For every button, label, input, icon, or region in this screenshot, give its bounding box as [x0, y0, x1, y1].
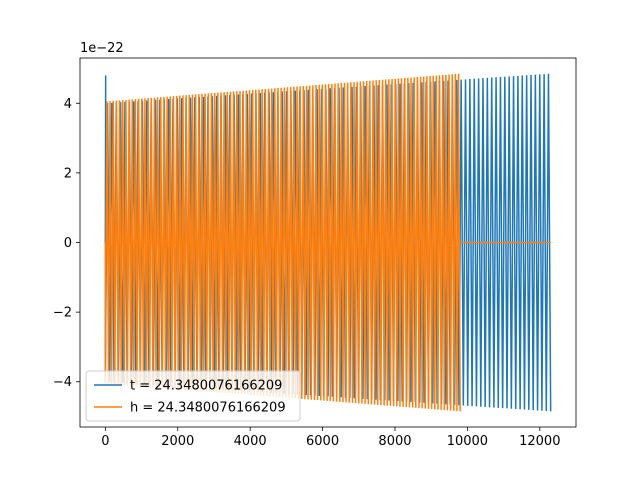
- plot-area: [104, 73, 552, 412]
- x-tick-label: 8000: [378, 434, 411, 449]
- y-tick-label: −2: [53, 306, 72, 321]
- y-tick-label: 2: [64, 166, 72, 181]
- series-group: [104, 73, 552, 412]
- x-tick-label: 10000: [447, 434, 488, 449]
- axes: 0 2000 4000 6000 8000 10000 12000 −4 −2 0 2 4: [53, 57, 577, 449]
- series-line-2: [104, 73, 461, 412]
- x-tick-label: 12000: [519, 434, 560, 449]
- legend-box: [85, 370, 301, 422]
- x-tick-label: 6000: [306, 434, 339, 449]
- legend-label-2: h = 24.3480076166209: [130, 401, 286, 416]
- x-tick-label: 4000: [234, 434, 267, 449]
- y-tick-label: 0: [64, 236, 72, 251]
- y-tick-label: −4: [53, 375, 72, 390]
- x-tick-label: 2000: [161, 434, 194, 449]
- y-tick-label: 4: [64, 97, 72, 112]
- legend: t = 24.3480076166209 h = 24.3480076166209: [85, 370, 301, 422]
- legend-label-1: t = 24.3480076166209: [130, 379, 282, 394]
- y-offset-label: 1e−22: [80, 41, 124, 56]
- x-tick-label: 0: [101, 434, 109, 449]
